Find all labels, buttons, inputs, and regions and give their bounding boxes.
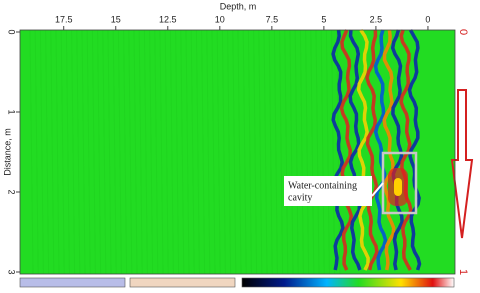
reflection-stripe	[356, 29, 370, 271]
texture-line	[242, 29, 247, 275]
reflection-stripe	[399, 29, 413, 271]
texture-line	[247, 29, 252, 275]
texture-line	[263, 29, 268, 275]
y-axis-label: Distance, m	[2, 128, 12, 176]
texture-line	[60, 29, 65, 275]
texture-line	[128, 29, 133, 275]
texture-line	[71, 29, 76, 275]
x-tick-label: 15	[111, 14, 121, 24]
x-tick-label: 0	[425, 14, 430, 24]
texture-line	[294, 29, 299, 275]
x-tick-label: 17.5	[55, 14, 73, 24]
texture-line	[164, 29, 169, 275]
annotation-text: Water-containing	[288, 180, 357, 191]
x-tick-label: 5	[321, 14, 326, 24]
texture-line	[154, 29, 159, 275]
y-tick-label: 2	[7, 189, 17, 194]
texture-line	[216, 29, 221, 275]
texture-line	[185, 29, 190, 275]
texture-line	[221, 29, 226, 275]
texture-line	[39, 29, 44, 275]
texture-line	[175, 29, 180, 275]
texture-line	[159, 29, 164, 275]
y-tick-label: 3	[7, 269, 17, 274]
texture-line	[34, 29, 39, 275]
texture-line	[86, 29, 91, 275]
texture-line	[180, 29, 185, 275]
texture-line	[112, 29, 117, 275]
texture-line	[284, 29, 289, 275]
texture-line	[65, 29, 70, 275]
texture-line	[305, 29, 310, 275]
texture-line	[331, 29, 336, 275]
texture-line	[123, 29, 128, 275]
x-tick-label: 12.5	[159, 14, 177, 24]
texture-line	[143, 29, 148, 275]
texture-line	[138, 29, 143, 275]
texture-line	[253, 29, 258, 275]
x-tick-label: 10	[215, 14, 225, 24]
texture-line	[289, 29, 294, 275]
texture-line	[97, 29, 102, 275]
filter-strip	[19, 277, 126, 288]
reflection-stripe	[339, 29, 354, 271]
texture-line	[206, 29, 211, 275]
texture-line	[149, 29, 154, 275]
texture-line	[169, 29, 174, 275]
texture-line	[133, 29, 138, 275]
x-axis-label: Depth, m	[220, 1, 257, 11]
texture-line	[237, 29, 242, 275]
texture-line	[107, 29, 112, 275]
reflection-stripe	[373, 29, 388, 271]
texture-line	[299, 29, 304, 275]
reflection-stripe	[331, 29, 345, 271]
direction-arrow	[450, 89, 474, 239]
plot-frame	[19, 29, 456, 275]
texture-line	[81, 29, 86, 275]
texture-line	[102, 29, 107, 275]
texture-line	[258, 29, 263, 275]
texture-line	[190, 29, 195, 275]
annotation-box	[284, 176, 372, 206]
y-tick-label: 1	[7, 109, 17, 114]
texture-line	[91, 29, 96, 275]
y-tick-label: 0	[7, 29, 17, 34]
texture-line	[315, 29, 320, 275]
texture-line	[310, 29, 315, 275]
reflection-stripe	[348, 29, 362, 271]
texture-line	[227, 29, 232, 275]
annotation-pointer	[371, 182, 384, 197]
texture-line	[117, 29, 122, 275]
texture-line	[55, 29, 60, 275]
texture-line	[50, 29, 55, 275]
cavity-anomaly-core	[394, 178, 402, 196]
color-scale	[241, 277, 455, 288]
annotation-text: cavity	[288, 192, 312, 203]
texture-line	[273, 29, 278, 275]
texture-line	[195, 29, 200, 275]
texture-line	[325, 29, 330, 275]
x-tick-label: 2.5	[370, 14, 383, 24]
reflection-stripe	[390, 29, 404, 271]
range-strip	[129, 277, 236, 288]
reflection-stripe	[407, 29, 422, 271]
texture-line	[279, 29, 284, 275]
texture-line	[201, 29, 206, 275]
texture-line	[76, 29, 81, 275]
texture-line	[268, 29, 273, 275]
texture-line	[232, 29, 237, 275]
texture-line	[211, 29, 216, 275]
reflection-stripe	[382, 29, 396, 271]
plot-area	[20, 29, 455, 275]
texture-line	[320, 29, 325, 275]
texture-line	[29, 29, 34, 275]
reflection-stripe	[365, 29, 379, 271]
right-label: 1	[457, 269, 469, 275]
texture-line	[45, 29, 50, 275]
x-tick-label: 7.5	[266, 14, 279, 24]
right-label: 0	[457, 29, 469, 35]
